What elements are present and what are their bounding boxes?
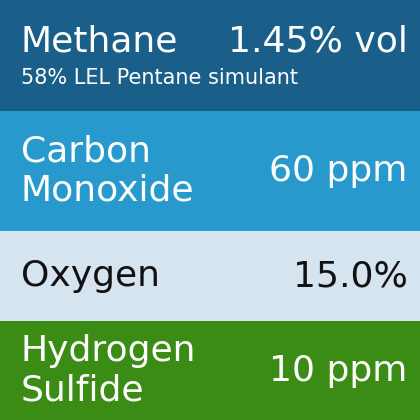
Text: Carbon
Monoxide: Carbon Monoxide [21, 134, 194, 208]
Text: 58% LEL Pentane simulant: 58% LEL Pentane simulant [21, 68, 298, 88]
Bar [0, 321, 420, 420]
Text: Oxygen: Oxygen [21, 259, 160, 293]
Text: 1.45% vol: 1.45% vol [228, 24, 407, 58]
Bar [0, 111, 420, 231]
Text: 10 ppm: 10 ppm [269, 354, 407, 388]
Text: Hydrogen
Sulfide: Hydrogen Sulfide [21, 334, 197, 407]
Text: 15.0%: 15.0% [292, 259, 407, 293]
Text: Methane: Methane [21, 24, 178, 58]
Bar [0, 231, 420, 321]
Text: 60 ppm: 60 ppm [269, 154, 407, 188]
Bar [0, 0, 420, 111]
